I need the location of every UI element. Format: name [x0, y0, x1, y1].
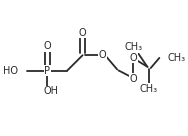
Text: OH: OH	[43, 86, 58, 96]
Text: O: O	[130, 53, 137, 63]
Text: CH₃: CH₃	[168, 53, 186, 63]
Text: O: O	[99, 50, 106, 60]
Text: HO: HO	[3, 66, 18, 76]
Text: CH₃: CH₃	[124, 42, 143, 52]
Text: O: O	[130, 74, 137, 84]
Text: P: P	[44, 66, 50, 76]
Text: O: O	[79, 28, 86, 38]
Text: O: O	[43, 41, 51, 51]
Text: CH₃: CH₃	[140, 84, 158, 94]
